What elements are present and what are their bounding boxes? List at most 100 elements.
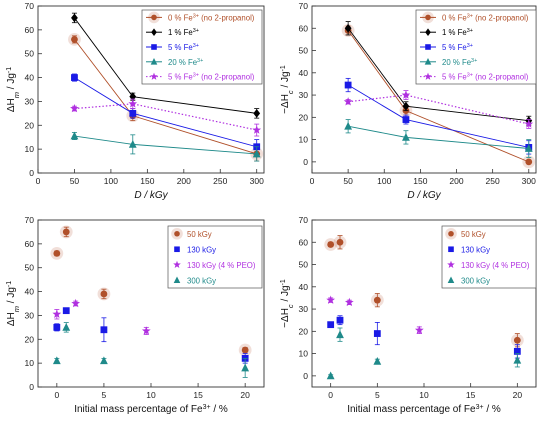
- data-point: [326, 371, 335, 380]
- data-point: [71, 298, 81, 308]
- x-axis-label: Initial mass percentage of Fe3+ / %: [347, 404, 501, 416]
- series-5-fe-no-2-propanol: [343, 90, 534, 129]
- x-tick-label: 300: [522, 176, 536, 186]
- data-point: [53, 250, 61, 257]
- legend-marker: [447, 260, 455, 268]
- series-5-fe-no-2-propanol: [70, 98, 262, 137]
- data-point: [62, 307, 70, 315]
- data-point: [252, 149, 261, 158]
- legend: 0 % Fe3+ (no 2-propanol) 1 % Fe3+ 5 % Fe3+…: [141, 9, 263, 85]
- series-20-fe: [70, 131, 261, 162]
- x-tick-label: 150: [140, 176, 154, 186]
- data-point: [100, 326, 108, 334]
- legend-label: 300 kGy: [461, 276, 490, 285]
- y-tick-label: 0: [303, 157, 308, 167]
- chart-panel-top-left: 0 50 100 150 200 250 300 0 10 20 30 40 50 60 70 D / kGy…: [6, 1, 265, 201]
- data-point: [252, 125, 262, 134]
- data-point: [344, 81, 352, 89]
- legend-marker: [425, 14, 431, 21]
- x-tick-label: 0: [36, 176, 41, 186]
- legend-marker: [448, 246, 454, 253]
- legend-label: 130 kGy: [187, 245, 216, 254]
- data-point: [241, 346, 249, 354]
- x-tick-label: 15: [193, 390, 203, 400]
- series-50-kgy: [324, 235, 524, 348]
- x-tick-label: 250: [213, 176, 227, 186]
- y-tick-label: 30: [25, 96, 35, 106]
- legend-label: 50 kGy: [187, 230, 212, 239]
- series-130-kgy: [327, 315, 521, 359]
- data-point: [100, 290, 108, 298]
- x-tick-label: 0: [310, 176, 315, 186]
- data-point: [336, 238, 344, 246]
- data-point: [100, 356, 108, 365]
- data-point: [241, 363, 250, 372]
- data-point: [71, 36, 78, 43]
- data-point: [62, 322, 71, 331]
- y-tick-label: 70: [25, 215, 35, 225]
- y-tick-label: 10: [299, 349, 309, 359]
- x-tick-label: 300: [250, 176, 264, 186]
- plot-frame: [311, 5, 537, 174]
- y-tick-label: 20: [25, 120, 35, 130]
- legend-marker: [174, 246, 180, 253]
- x-tick-label: 200: [449, 176, 463, 186]
- x-tick-label: 50: [343, 176, 353, 186]
- data-point: [402, 116, 410, 123]
- data-point: [401, 90, 411, 99]
- data-point: [70, 131, 79, 140]
- x-tick-label: 250: [486, 176, 500, 186]
- y-axis-label: −ΔHc / Jg-1: [280, 65, 295, 114]
- legend-marker: [424, 72, 432, 80]
- y-tick-label: 20: [299, 112, 309, 122]
- y-tick-label: 60: [25, 239, 35, 249]
- x-tick-label: 10: [146, 390, 156, 400]
- legend-label: 0 % Fe3+ (no 2-propanol): [168, 13, 255, 22]
- data-point: [128, 99, 138, 108]
- x-tick-label: 100: [104, 176, 118, 186]
- y-tick-label: 60: [299, 23, 309, 33]
- legend-label: 130 kGy (4 % PEO): [187, 261, 256, 270]
- legend-label: 130 kGy: [461, 245, 490, 254]
- y-tick-label: 30: [299, 90, 309, 100]
- data-point: [71, 13, 78, 23]
- y-tick-label: 30: [299, 304, 309, 314]
- y-tick-label: 70: [25, 1, 35, 11]
- y-tick-label: 50: [25, 49, 35, 59]
- y-tick-label: 20: [299, 326, 309, 336]
- x-axis-label: Initial mass percentage of Fe3+ / %: [74, 404, 228, 416]
- legend-marker: [425, 28, 431, 36]
- x-tick-label: 10: [419, 390, 429, 400]
- data-point: [52, 356, 61, 365]
- y-tick-label: 0: [29, 168, 34, 178]
- legend: 50 kGy 130 kGy 130 kGy (4 % PEO) 300 kGy: [167, 225, 263, 289]
- data-point: [129, 109, 137, 117]
- legend-label: 5 % Fe3+ (no 2-propanol): [168, 73, 255, 82]
- data-point: [344, 121, 353, 130]
- legend-label: 5 % Fe3+: [442, 43, 473, 52]
- series-130-kgy-4-peo: [326, 295, 424, 334]
- series-130-kgy-4-peo: [52, 298, 151, 335]
- data-point: [52, 309, 62, 318]
- series-line: [348, 125, 529, 149]
- legend-box: [441, 225, 537, 289]
- legend-marker: [424, 58, 432, 65]
- series-130-kgy: [53, 307, 249, 364]
- data-point: [129, 92, 137, 102]
- data-point: [344, 23, 352, 33]
- legend-label: 130 kGy (4 % PEO): [461, 261, 530, 270]
- x-tick-label: 0: [54, 390, 59, 400]
- series-line: [347, 84, 529, 148]
- x-axis-label: D / kGy: [407, 190, 441, 201]
- legend-label: 5 % Fe3+ (no 2-propanol): [442, 73, 529, 82]
- y-tick-label: 40: [299, 68, 309, 78]
- data-point: [525, 158, 533, 166]
- y-tick-label: 70: [299, 1, 309, 11]
- series-5-fe: [71, 73, 261, 155]
- y-tick-label: 0: [29, 382, 34, 392]
- legend-label: 1 % Fe3+: [168, 28, 199, 37]
- legend-label: 0 % Fe3+ (no 2-propanol): [442, 13, 529, 22]
- legend-label: 1 % Fe3+: [442, 28, 473, 37]
- y-tick-label: 20: [25, 334, 35, 344]
- data-point: [402, 132, 410, 141]
